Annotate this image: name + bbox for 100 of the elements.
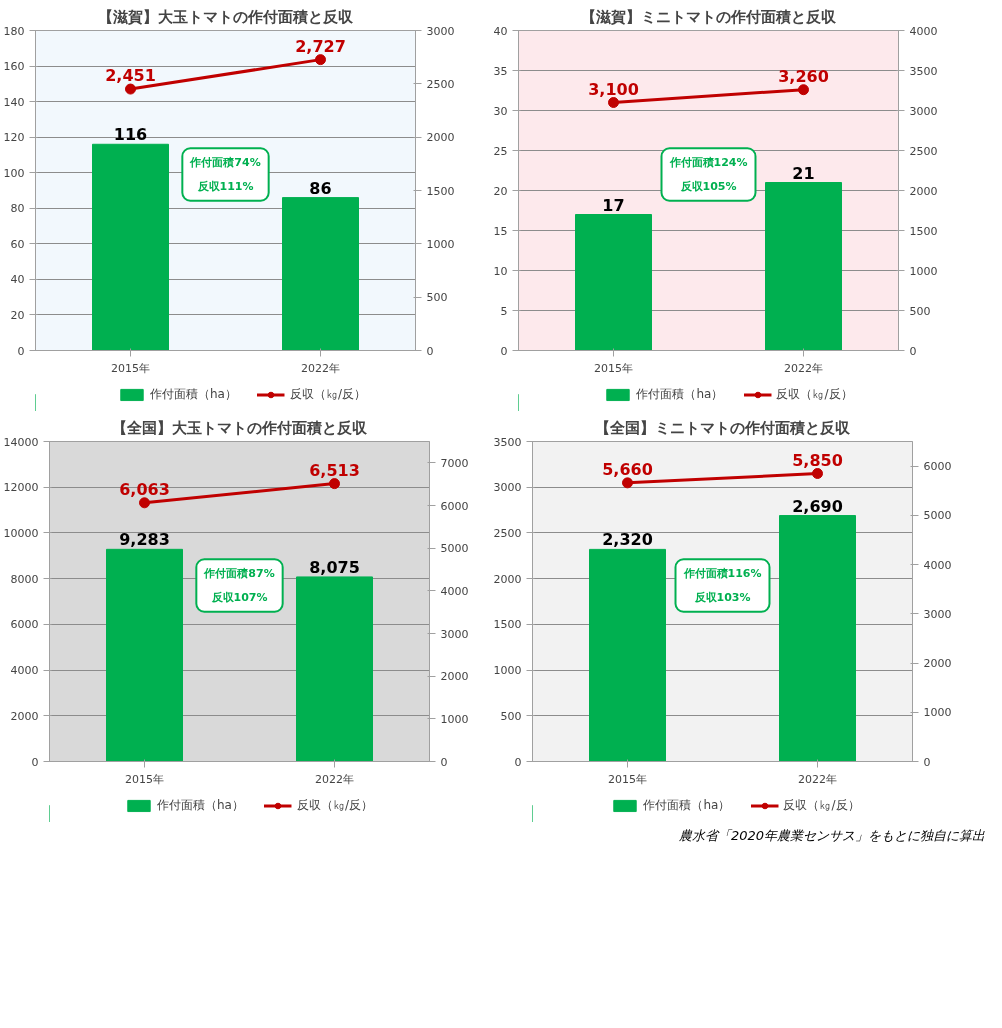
y-tick-label: 4000 <box>10 664 39 678</box>
data-label: 17 <box>602 195 625 215</box>
y-tick-label: 0 <box>500 344 508 358</box>
y-tick-label: 15 <box>493 224 508 238</box>
y2-tick-label: 3500 <box>909 64 938 78</box>
y-tick-label: 40 <box>10 273 25 287</box>
y2-tick-label: 2000 <box>440 670 469 684</box>
y-tick-label: 0 <box>514 755 522 769</box>
data-label: 2,320 <box>602 530 653 550</box>
y-tick-label: 10000 <box>3 526 39 540</box>
data-label: 8,075 <box>309 557 360 577</box>
y-tick-label: 2000 <box>10 709 39 723</box>
x-tick-label: 2015年 <box>594 361 633 375</box>
y-tick-label: 2000 <box>493 572 522 586</box>
y2-tick-label: 2000 <box>426 131 455 145</box>
legend-label: 作付面積（ha） <box>156 796 244 814</box>
y2-tick-label: 0 <box>909 344 917 358</box>
y2-tick-label: 5000 <box>923 509 952 523</box>
y2-tick-label: 4000 <box>440 584 469 598</box>
y2-tick-label: 1500 <box>909 224 938 238</box>
data-label: 9,283 <box>119 530 170 550</box>
chart-title: 【滋賀】大玉トマトの作付面積と反収 <box>98 7 354 26</box>
y2-tick-label: 2500 <box>909 144 938 158</box>
y2-tick-label: 0 <box>426 344 434 358</box>
y2-tick-label: 1000 <box>923 706 952 720</box>
chart-title: 【全国】大玉トマトの作付面積と反収 <box>112 418 368 437</box>
y2-tick-label: 1000 <box>426 237 455 251</box>
x-tick-label: 2022年 <box>784 361 823 375</box>
chart-title: 【滋賀】ミニトマトの作付面積と反収 <box>581 7 837 26</box>
data-label: 116 <box>113 125 148 145</box>
y-tick-label: 20 <box>10 308 25 322</box>
y2-tick-label: 2500 <box>426 77 455 91</box>
chart-title: 【全国】ミニトマトの作付面積と反収 <box>595 418 851 437</box>
y2-tick-label: 6000 <box>923 460 952 474</box>
y2-tick-label: 1000 <box>909 264 938 278</box>
y-tick-label: 30 <box>493 104 508 118</box>
y-tick-label: 3500 <box>493 435 522 449</box>
y-tick-label: 180 <box>3 24 25 38</box>
y2-tick-label: 4000 <box>923 558 952 572</box>
y-tick-label: 80 <box>10 202 25 216</box>
y-tick-label: 100 <box>3 166 25 180</box>
y2-tick-label: 3000 <box>923 607 952 621</box>
y-tick-label: 120 <box>3 131 25 145</box>
legend-label: 反収（㎏/反） <box>776 385 853 403</box>
y-tick-label: 12000 <box>3 481 39 495</box>
legend-label: 反収（㎏/反） <box>289 385 367 403</box>
legend-label: 反収（㎏/反） <box>296 796 374 814</box>
y2-tick-label: 500 <box>426 291 448 305</box>
text: 農水省「2020年農業センサス」をもとに独自に算出 <box>678 827 985 845</box>
y-tick-label: 14000 <box>3 435 39 449</box>
y2-tick-label: 1500 <box>426 184 455 198</box>
data-label: 6,513 <box>309 460 360 480</box>
y2-tick-label: 0 <box>923 755 931 769</box>
data-label: 2,451 <box>105 66 156 86</box>
legend-label: 作付面積（ha） <box>636 385 724 403</box>
y-tick-label: 60 <box>10 237 25 251</box>
y-tick-label: 1500 <box>493 618 522 632</box>
y2-tick-label: 6000 <box>440 499 469 513</box>
y2-tick-label: 5000 <box>440 542 469 556</box>
y-tick-label: 8000 <box>10 572 39 586</box>
legend-label: 作付面積（ha） <box>643 796 731 814</box>
y-tick-label: 6000 <box>10 618 39 632</box>
annotation: 作付面積87% 反収107% <box>203 567 275 604</box>
y2-tick-label: 2000 <box>923 657 952 671</box>
annotation: 作付面積124% 反収105% <box>668 156 748 193</box>
x-tick-label: 2022年 <box>315 772 354 786</box>
y2-tick-label: 3000 <box>426 24 455 38</box>
y-tick-label: 1000 <box>493 664 522 678</box>
data-label: 3,100 <box>588 79 639 99</box>
y-tick-label: 500 <box>500 709 522 723</box>
data-label: 86 <box>309 178 332 198</box>
y2-tick-label: 7000 <box>440 456 469 470</box>
y2-tick-label: 2000 <box>909 184 938 198</box>
x-tick-label: 2015年 <box>125 772 164 786</box>
y-tick-label: 25 <box>493 144 508 158</box>
data-label: 2,690 <box>792 496 843 516</box>
y2-tick-label: 1000 <box>440 712 469 726</box>
y-tick-label: 3000 <box>493 481 522 495</box>
y-tick-label: 20 <box>493 184 508 198</box>
x-tick-label: 2015年 <box>111 361 150 375</box>
y-tick-label: 140 <box>3 95 25 109</box>
y2-tick-label: 0 <box>440 755 448 769</box>
legend-label: 作付面積（ha） <box>149 385 237 403</box>
annotation: 作付面積74% 反収111% <box>189 156 261 193</box>
y2-tick-label: 3000 <box>909 104 938 118</box>
x-tick-label: 2022年 <box>301 361 340 375</box>
y-tick-label: 10 <box>493 264 508 278</box>
data-label: 5,850 <box>792 450 843 470</box>
y2-tick-label: 500 <box>909 304 931 318</box>
y-tick-label: 5 <box>500 304 508 318</box>
data-label: 21 <box>792 163 815 183</box>
y2-tick-label: 3000 <box>440 627 469 641</box>
data-label: 5,660 <box>602 459 653 479</box>
y-tick-label: 2500 <box>493 526 522 540</box>
data-label: 6,063 <box>119 479 170 499</box>
y-tick-label: 160 <box>3 60 25 74</box>
y2-tick-label: 4000 <box>909 24 938 38</box>
y-tick-label: 40 <box>493 24 508 38</box>
legend-label: 反収（㎏/反） <box>783 796 860 814</box>
y-tick-label: 0 <box>17 344 25 358</box>
